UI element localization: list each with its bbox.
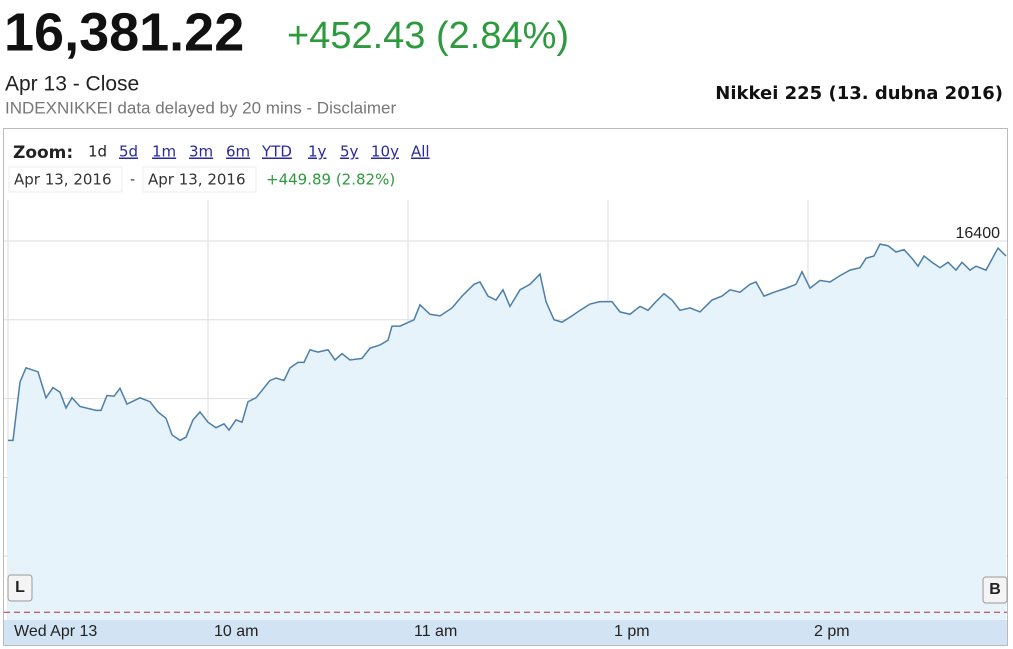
right-marker[interactable]: B: [989, 581, 1001, 598]
zoom-option[interactable]: 5y: [340, 143, 359, 161]
x-tick-label: 10 am: [214, 623, 258, 640]
left-marker[interactable]: L: [15, 579, 25, 596]
zoom-option[interactable]: 6m: [226, 143, 250, 161]
zoom-option[interactable]: 5d: [119, 143, 138, 161]
close-date: Apr 13 - Close: [5, 73, 139, 96]
x-tick-label: 2 pm: [814, 623, 850, 640]
range-to[interactable]: Apr 13, 2016: [148, 171, 246, 189]
x-axis: Wed Apr 13 10 am 11 am 1 pm 2 pm: [14, 623, 850, 640]
range-separator: -: [130, 171, 135, 188]
range-from[interactable]: Apr 13, 2016: [14, 171, 112, 189]
source-note: INDEXNIKKEI data delayed by 20 mins - Di…: [5, 98, 396, 117]
x-tick-label: Wed Apr 13: [14, 623, 97, 640]
zoom-option[interactable]: All: [411, 143, 430, 161]
zoom-option[interactable]: 1m: [152, 143, 176, 161]
zoom-option[interactable]: 3m: [189, 143, 213, 161]
plot: 1600016100162001630016400: [4, 200, 1007, 621]
zoom-options: 1d 5d 1m 3m 6m YTD 1y 5y 10y All: [88, 143, 430, 161]
zoom-label: Zoom:: [13, 143, 73, 163]
zoom-option[interactable]: YTD: [261, 143, 292, 161]
x-axis-bar: [4, 620, 1007, 645]
zoom-option[interactable]: 10y: [371, 143, 399, 161]
left-marker-box[interactable]: [7, 574, 33, 602]
right-marker-box[interactable]: [982, 576, 1008, 604]
y-tick-label: 16400: [956, 225, 1001, 242]
area-fill: [8, 244, 1006, 621]
date-box[interactable]: [8, 166, 123, 193]
x-tick-label: 1 pm: [614, 623, 650, 640]
zoom-option[interactable]: 1y: [308, 143, 327, 161]
zoom-option: 1d: [88, 143, 107, 161]
range-change: +449.89 (2.82%): [266, 171, 395, 189]
price-line: [8, 243, 1007, 442]
price-change: +452.43 (2.84%): [287, 15, 569, 57]
x-tick-label: 11 am: [414, 623, 457, 640]
chart-title: Nikkei 225 (13. dubna 2016): [715, 83, 1003, 104]
price: 16,381.22: [4, 2, 244, 62]
date-box[interactable]: [142, 166, 257, 193]
